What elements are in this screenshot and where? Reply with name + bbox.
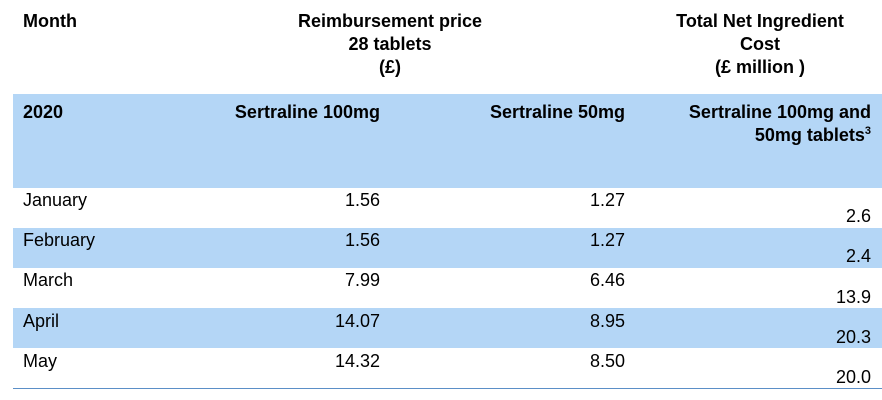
month-cell: March <box>23 270 74 290</box>
price-100mg-cell: 1.56 <box>344 230 380 250</box>
month-column-header: Month <box>23 11 77 31</box>
price-50mg-cell: 6.46 <box>589 270 625 290</box>
cost-header-line3: (£ million ) <box>715 57 805 77</box>
total-cost-cell: 2.4 <box>845 246 871 266</box>
footnote-marker: 3 <box>864 125 871 137</box>
combined-header-line2: 50mg tablets3 <box>640 124 871 147</box>
price-50mg-cell: 8.50 <box>589 351 625 371</box>
month-cell: April <box>23 311 60 331</box>
month-cell: January <box>23 190 88 210</box>
sertraline-100mg-header: Sertraline 100mg <box>234 102 380 122</box>
price-50mg-cell: 1.27 <box>589 190 625 210</box>
price-100mg-cell: 14.32 <box>334 351 380 371</box>
total-cost-cell: 13.9 <box>835 287 871 307</box>
row-band-february <box>13 228 882 268</box>
price-header-line3: (£) <box>379 57 401 77</box>
reimbursement-price-header: Reimbursement price 28 tablets (£) <box>250 10 530 79</box>
month-cell: May <box>23 351 58 371</box>
combined-header-line2-text: 50mg tablets <box>754 125 865 145</box>
total-cost-header: Total Net Ingredient Cost (£ million ) <box>650 10 870 79</box>
cost-header-line2: Cost <box>740 34 780 54</box>
price-100mg-cell: 14.07 <box>334 311 380 331</box>
total-cost-cell: 20.0 <box>835 367 871 387</box>
subheader-band <box>13 94 882 188</box>
year-label: 2020 <box>23 102 64 122</box>
price-50mg-cell: 1.27 <box>589 230 625 250</box>
combined-header-line1: Sertraline 100mg and <box>688 102 871 122</box>
row-band-april <box>13 308 882 348</box>
price-header-line1: Reimbursement price <box>297 11 483 31</box>
sertraline-50mg-header: Sertraline 50mg <box>489 102 625 122</box>
total-cost-cell: 2.6 <box>845 206 871 226</box>
price-50mg-cell: 8.95 <box>589 311 625 331</box>
price-100mg-cell: 7.99 <box>344 270 380 290</box>
cost-header-line1: Total Net Ingredient <box>676 11 844 31</box>
bottom-rule <box>13 388 882 389</box>
month-cell: February <box>23 230 96 250</box>
total-cost-cell: 20.3 <box>835 327 871 347</box>
price-header-line2: 28 tablets <box>348 34 432 54</box>
price-100mg-cell: 1.56 <box>344 190 380 210</box>
combined-cost-header: Sertraline 100mg and 50mg tablets3 <box>640 101 871 147</box>
